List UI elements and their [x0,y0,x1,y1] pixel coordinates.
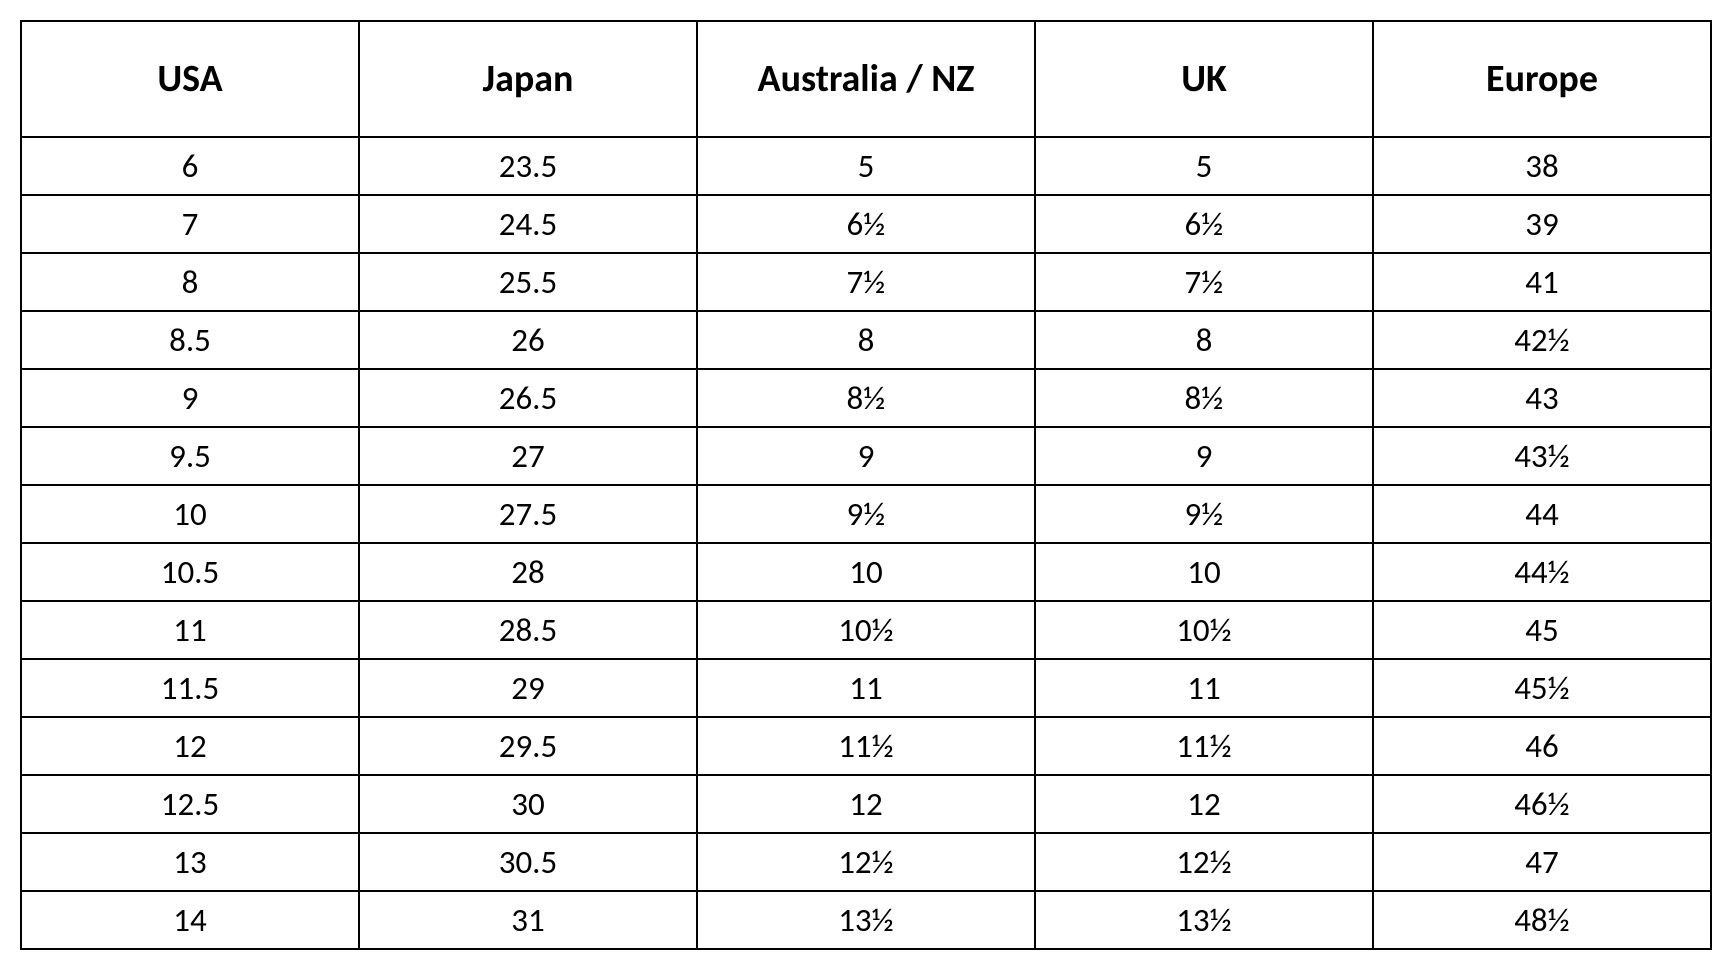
cell-usa: 8.5 [21,311,359,369]
cell-japan: 29.5 [359,717,697,775]
cell-japan: 25.5 [359,253,697,311]
table-row: 10.5 28 10 10 44½ [21,543,1711,601]
cell-usa: 11.5 [21,659,359,717]
cell-usa: 9.5 [21,427,359,485]
cell-uk: 12 [1035,775,1373,833]
cell-uk: 8½ [1035,369,1373,427]
table-row: 8 25.5 7½ 7½ 41 [21,253,1711,311]
cell-europe: 47 [1373,833,1711,891]
cell-aus-nz: 11½ [697,717,1035,775]
cell-japan: 26 [359,311,697,369]
col-header-usa: USA [21,21,359,137]
cell-europe: 39 [1373,195,1711,253]
cell-europe: 43½ [1373,427,1711,485]
cell-aus-nz: 6½ [697,195,1035,253]
cell-aus-nz: 9½ [697,485,1035,543]
cell-aus-nz: 10½ [697,601,1035,659]
cell-europe: 45 [1373,601,1711,659]
col-header-aus-nz: Australia / NZ [697,21,1035,137]
cell-aus-nz: 13½ [697,891,1035,949]
cell-usa: 14 [21,891,359,949]
cell-europe: 45½ [1373,659,1711,717]
cell-japan: 24.5 [359,195,697,253]
cell-europe: 46 [1373,717,1711,775]
table-row: 11.5 29 11 11 45½ [21,659,1711,717]
cell-japan: 28.5 [359,601,697,659]
cell-uk: 6½ [1035,195,1373,253]
table-row: 10 27.5 9½ 9½ 44 [21,485,1711,543]
size-conversion-table: USA Japan Australia / NZ UK Europe 6 23.… [20,20,1712,950]
cell-europe: 48½ [1373,891,1711,949]
cell-uk: 7½ [1035,253,1373,311]
table-row: 14 31 13½ 13½ 48½ [21,891,1711,949]
col-header-japan: Japan [359,21,697,137]
cell-uk: 10½ [1035,601,1373,659]
cell-usa: 12 [21,717,359,775]
table-row: 7 24.5 6½ 6½ 39 [21,195,1711,253]
cell-japan: 31 [359,891,697,949]
cell-usa: 7 [21,195,359,253]
cell-europe: 41 [1373,253,1711,311]
cell-usa: 12.5 [21,775,359,833]
cell-usa: 11 [21,601,359,659]
cell-aus-nz: 7½ [697,253,1035,311]
cell-uk: 11½ [1035,717,1373,775]
cell-usa: 13 [21,833,359,891]
cell-japan: 30 [359,775,697,833]
cell-japan: 29 [359,659,697,717]
cell-aus-nz: 12½ [697,833,1035,891]
cell-japan: 27.5 [359,485,697,543]
cell-uk: 8 [1035,311,1373,369]
cell-uk: 11 [1035,659,1373,717]
cell-usa: 6 [21,137,359,195]
cell-europe: 43 [1373,369,1711,427]
table-row: 11 28.5 10½ 10½ 45 [21,601,1711,659]
cell-japan: 26.5 [359,369,697,427]
table-header-row: USA Japan Australia / NZ UK Europe [21,21,1711,137]
cell-usa: 8 [21,253,359,311]
table-row: 9 26.5 8½ 8½ 43 [21,369,1711,427]
cell-aus-nz: 5 [697,137,1035,195]
cell-europe: 42½ [1373,311,1711,369]
table-row: 12 29.5 11½ 11½ 46 [21,717,1711,775]
cell-aus-nz: 9 [697,427,1035,485]
cell-europe: 44½ [1373,543,1711,601]
table-row: 12.5 30 12 12 46½ [21,775,1711,833]
cell-aus-nz: 12 [697,775,1035,833]
cell-usa: 10.5 [21,543,359,601]
table-row: 9.5 27 9 9 43½ [21,427,1711,485]
cell-europe: 38 [1373,137,1711,195]
cell-japan: 23.5 [359,137,697,195]
cell-uk: 5 [1035,137,1373,195]
table-row: 8.5 26 8 8 42½ [21,311,1711,369]
cell-uk: 9½ [1035,485,1373,543]
table-row: 13 30.5 12½ 12½ 47 [21,833,1711,891]
col-header-europe: Europe [1373,21,1711,137]
cell-japan: 27 [359,427,697,485]
cell-aus-nz: 8½ [697,369,1035,427]
col-header-uk: UK [1035,21,1373,137]
table-row: 6 23.5 5 5 38 [21,137,1711,195]
cell-europe: 44 [1373,485,1711,543]
cell-uk: 12½ [1035,833,1373,891]
cell-aus-nz: 8 [697,311,1035,369]
cell-usa: 9 [21,369,359,427]
cell-usa: 10 [21,485,359,543]
cell-aus-nz: 11 [697,659,1035,717]
cell-uk: 13½ [1035,891,1373,949]
cell-japan: 30.5 [359,833,697,891]
cell-uk: 10 [1035,543,1373,601]
cell-japan: 28 [359,543,697,601]
cell-uk: 9 [1035,427,1373,485]
cell-europe: 46½ [1373,775,1711,833]
cell-aus-nz: 10 [697,543,1035,601]
